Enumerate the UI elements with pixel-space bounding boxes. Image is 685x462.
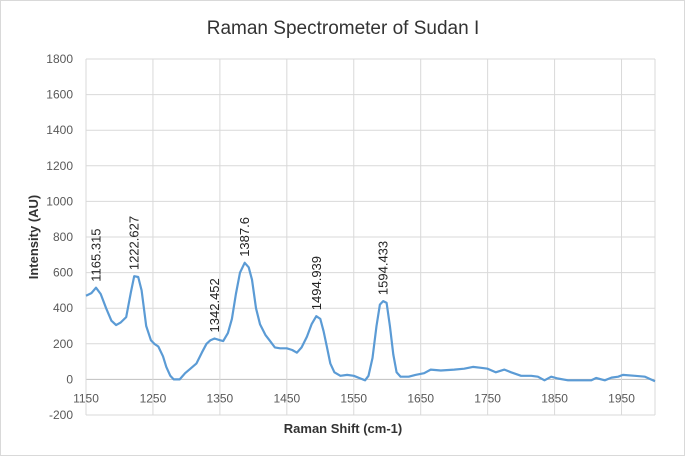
chart-title: Raman Spectrometer of Sudan I: [207, 18, 479, 39]
x-tick-labels: 1150 1250 1350 1450 1550 1650 1750 1850 1950: [73, 391, 635, 405]
peak-label: 1165.315: [88, 228, 103, 281]
x-tick-label: 1950: [608, 391, 635, 405]
peak-label: 1594.433: [376, 241, 391, 295]
x-axis-label: Raman Shift (cm-1): [284, 421, 402, 436]
y-tick-label: -200: [49, 408, 73, 422]
y-tick-label: 0: [66, 372, 73, 386]
x-tick-label: 1850: [541, 391, 568, 405]
y-tick-label: 1400: [46, 123, 73, 137]
y-tick-label: 200: [53, 337, 73, 351]
series-line-0: [85, 261, 656, 383]
peak-label: 1387.6: [237, 217, 252, 257]
peak-label: 1494.939: [309, 256, 324, 310]
x-tick-label: 1250: [140, 391, 167, 405]
y-tick-label: 800: [53, 230, 73, 244]
y-tick-labels: -200 0 200 400 600 800 1000 1200 1400 1600 1800: [46, 52, 73, 422]
y-tick-label: 1800: [46, 52, 73, 66]
y-tick-label: 1600: [46, 88, 73, 102]
peak-label: 1342.452: [207, 278, 222, 332]
x-tick-label: 1150: [73, 391, 99, 405]
annotations: 1165.315 1222.627 1342.452 1387.6 1494.939 15…: [88, 216, 390, 333]
x-tick-label: 1650: [407, 391, 434, 405]
x-tick-label: 1350: [207, 391, 234, 405]
peak-label: 1222.627: [127, 216, 142, 270]
y-axis-label: Intensity (AU): [26, 195, 41, 280]
x-tick-label: 1750: [474, 391, 501, 405]
y-tick-label: 1000: [46, 194, 73, 208]
y-tick-label: 1200: [46, 159, 73, 173]
gridlines: [85, 58, 656, 416]
series-layer: [85, 261, 656, 383]
y-tick-label: 400: [53, 301, 73, 315]
x-tick-label: 1450: [273, 391, 300, 405]
y-tick-label: 600: [53, 266, 73, 280]
x-tick-label: 1550: [340, 391, 367, 405]
